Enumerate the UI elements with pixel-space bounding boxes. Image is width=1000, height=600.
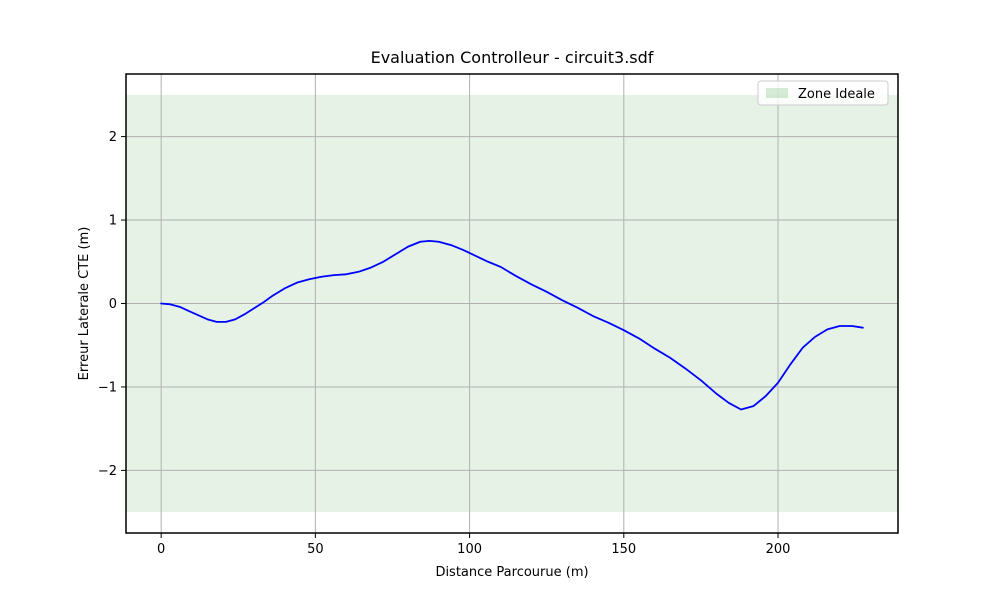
x-tick-label: 200 — [766, 542, 791, 557]
y-tick-label: −1 — [98, 380, 117, 395]
tick-labels: 0 50 100 150 200 −2 −1 0 1 2 — [98, 130, 791, 557]
y-axis-label: Erreur Laterale CTE (m) — [77, 227, 92, 381]
x-tick-label: 150 — [611, 542, 636, 557]
legend-box — [757, 80, 889, 106]
grid-lines — [126, 74, 898, 533]
x-tick-label: 0 — [157, 542, 165, 557]
y-tick-label: 0 — [109, 297, 117, 312]
x-tick-label: 50 — [307, 542, 324, 557]
legend-label: Zone Ideale — [798, 87, 875, 102]
y-tick-label: −2 — [98, 464, 117, 479]
legend: Zone Ideale — [757, 80, 889, 106]
axis-ticks — [121, 136, 779, 538]
x-axis-label: Distance Parcourue (m) — [435, 565, 588, 580]
ideal-zone-swatch — [766, 88, 788, 98]
chart-title: Evaluation Controlleur - circuit3.sdf — [371, 48, 654, 67]
y-tick-label: 2 — [109, 130, 117, 145]
cte-error-line — [160, 240, 864, 411]
x-tick-label: 100 — [457, 542, 482, 557]
y-tick-label: 1 — [109, 214, 117, 229]
